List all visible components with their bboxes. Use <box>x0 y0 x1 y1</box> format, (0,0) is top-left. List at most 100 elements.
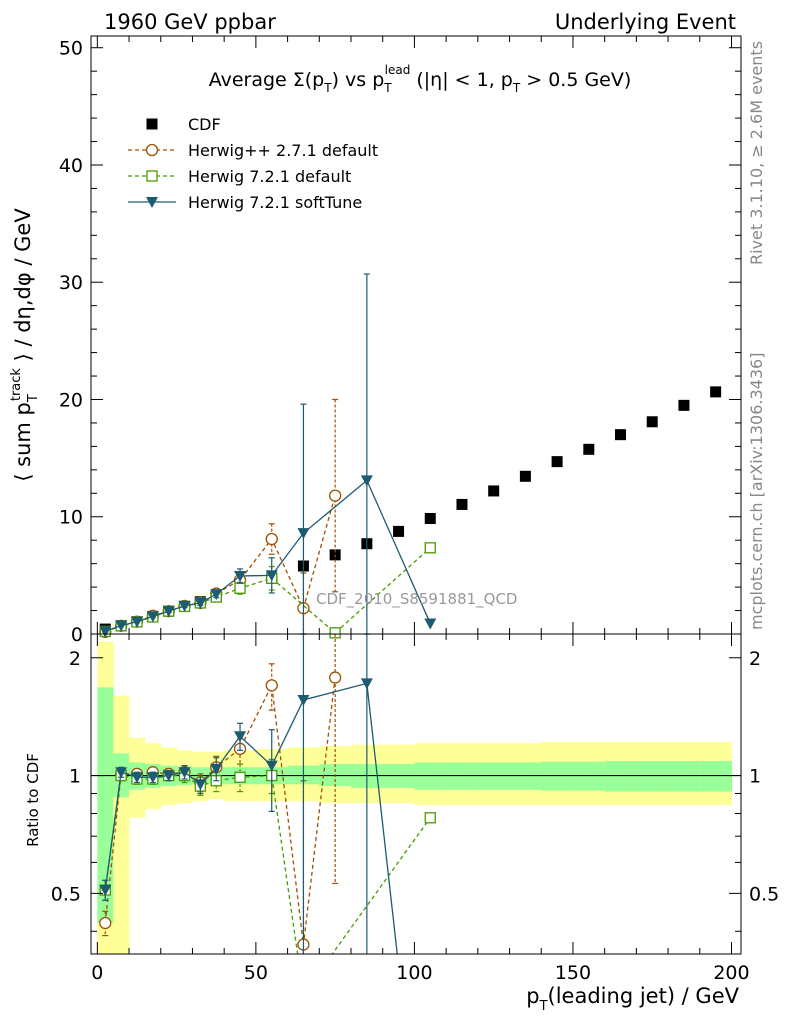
main-ylabel-sup: track <box>9 368 24 402</box>
ratio-frame <box>90 633 742 955</box>
ratio-series-0-point <box>99 916 112 930</box>
ratio-band-outer <box>113 695 130 954</box>
ratio-ytick-label-right: 1 <box>749 766 761 788</box>
main-series-0-point <box>519 470 531 482</box>
main-series-0-point <box>424 513 436 525</box>
ratio-ytick-label: 1 <box>69 766 81 788</box>
ratio-band-inner <box>636 760 669 792</box>
legend-label: Herwig++ 2.7.1 default <box>188 141 378 160</box>
main-ytick-label: 20 <box>59 389 83 411</box>
ratio-series-2-point <box>234 731 247 743</box>
ratio-series-1-point <box>234 771 246 783</box>
ratio-band-inner <box>572 761 606 791</box>
ratio-ytick-label: 2 <box>69 648 81 670</box>
ratio-series-2-point <box>297 694 310 706</box>
ratio-series-2-point <box>146 772 159 784</box>
title-b: ) vs p <box>332 69 385 91</box>
ratio-band-inner <box>604 760 637 792</box>
main-series-0-point <box>583 443 595 455</box>
ratio-series-2-line <box>104 682 398 954</box>
main-ytick-label: 50 <box>59 38 83 60</box>
legend-marker <box>146 118 158 130</box>
main-ylabel-b: ⟩ / dη,dφ / GeV <box>11 208 35 368</box>
title-a-sub: T <box>323 81 332 95</box>
header-left: 1960 GeV ppbar <box>104 10 276 34</box>
xtick-label: 0 <box>91 962 103 984</box>
xtick-label: 50 <box>244 962 268 984</box>
ratio-ylabel: Ratio to CDF <box>24 753 42 847</box>
ratio-band-inner <box>699 760 732 792</box>
main-series-3-point <box>115 620 128 632</box>
ratio-series-2-point <box>360 678 373 690</box>
ratio-ytick-label-right: 0.5 <box>749 883 779 905</box>
main-series-3-point <box>99 626 112 638</box>
ratio-band-inner <box>97 687 114 924</box>
legend-marker <box>145 143 159 157</box>
main-series-3-point <box>146 611 159 623</box>
legend-marker <box>146 197 158 208</box>
title-b-sub: T <box>383 81 392 95</box>
legend-marker <box>146 170 158 182</box>
main-series-0-point <box>488 485 500 497</box>
main-series-1-point <box>265 532 278 546</box>
main-ytick-label: 10 <box>59 507 83 529</box>
main-plot-content <box>99 273 722 639</box>
main-series-2-point <box>234 582 246 594</box>
title-c: (|η| < 1, p <box>410 69 513 91</box>
header-right: Underlying Event <box>555 10 736 34</box>
ratio-band-inner <box>668 760 701 792</box>
main-series-3-point <box>130 616 143 628</box>
main-series-3-point <box>234 570 247 582</box>
main-series-3-point <box>265 570 278 582</box>
analysis-watermark: CDF_2010_S8591881_QCD <box>316 590 517 609</box>
ratio-axis-ticks: 0.5 0.5 1 1 2 2 0 50 100 150 200 <box>51 634 779 984</box>
ratio-ytick-label: 0.5 <box>51 883 81 905</box>
xlabel-b: (leading jet) / GeV <box>548 984 740 1008</box>
title-b-sup: lead <box>385 63 411 77</box>
main-series-0-point <box>615 429 627 441</box>
legend: CDF Herwig++ 2.7.1 default Herwig 7.2.1 de… <box>128 115 378 212</box>
main-series-0-point <box>678 399 690 411</box>
title-c-sub: T <box>512 81 521 95</box>
main-ytick-label: 40 <box>59 155 83 177</box>
ratio-series-2-point <box>162 770 175 782</box>
legend-label: Herwig 7.2.1 default <box>188 167 351 186</box>
main-series-3-point <box>178 600 191 612</box>
main-series-3-point <box>210 589 223 601</box>
ratio-series-0-point <box>265 679 278 692</box>
main-series-0-point <box>646 416 658 428</box>
main-series-3-point <box>194 597 207 609</box>
xtick-label: 100 <box>396 962 432 984</box>
xtick-label: 150 <box>555 962 591 984</box>
title-d: > 0.5 GeV) <box>520 69 631 91</box>
xlabel-a: p <box>526 984 539 1008</box>
ratio-ytick-label-right: 2 <box>749 648 761 670</box>
ratio-plot-content <box>91 634 741 954</box>
main-series-3-point <box>297 528 310 540</box>
main-series-2-point <box>329 627 341 639</box>
main-series-0-point <box>393 525 405 537</box>
main-series-3-line <box>105 479 431 633</box>
main-series-0-point <box>710 386 722 398</box>
main-axis-ticks: 0 10 20 30 40 50 <box>59 36 741 646</box>
main-ylabel-a: ⟨ sum p <box>11 402 35 482</box>
main-series-1-point <box>328 489 342 502</box>
ratio-series-1-point <box>424 812 436 824</box>
title-a: Average Σ(p <box>209 69 325 91</box>
rivet-version-label: Rivet 3.1.10, ≥ 2.6M events <box>747 41 766 265</box>
main-ytick-label: 30 <box>59 272 83 294</box>
chart-title: Average Σ(pT) vs pTlead (|η| < 1, pT > 0… <box>209 63 632 95</box>
ratio-series-2-point <box>265 760 278 772</box>
legend-label: Herwig 7.2.1 softTune <box>188 193 362 212</box>
ratio-series-2-point <box>115 767 128 779</box>
main-series-2-point <box>424 542 436 554</box>
ratio-panel: 0.5 0.5 1 1 2 2 0 50 100 150 200 <box>51 633 779 984</box>
ratio-series-2-point <box>210 763 223 775</box>
main-series-3-point <box>424 618 437 630</box>
ratio-series-2-point <box>194 779 207 791</box>
main-series-3-point <box>162 606 175 618</box>
main-ytick-label: 0 <box>71 624 83 646</box>
xtick-label: 200 <box>713 962 749 984</box>
